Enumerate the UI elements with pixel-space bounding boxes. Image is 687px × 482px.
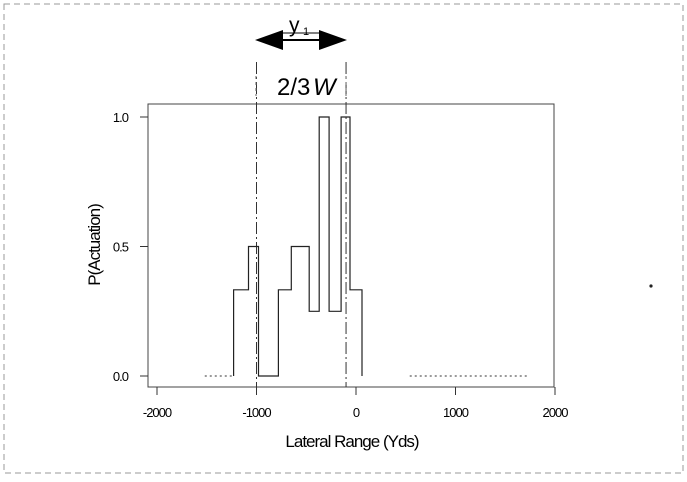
arrow-label-subscript: 1 <box>303 26 309 38</box>
y-tick-label: 0.0 <box>113 369 129 384</box>
x-tick-label: -1000 <box>242 405 271 420</box>
y-axis-label: P(Actuation) <box>85 204 104 286</box>
y1-double-arrow <box>255 30 347 50</box>
width-label-variable: W <box>313 74 338 101</box>
arrow-label: y <box>289 14 300 37</box>
plot-frame <box>147 103 555 388</box>
right-arrowhead <box>319 30 347 50</box>
image-border <box>3 3 684 474</box>
series-layer <box>204 116 528 377</box>
y-tick-label: 1.0 <box>113 110 129 125</box>
x-axis-label: Lateral Range (Yds) <box>285 432 418 451</box>
y-tick-label: 0.5 <box>113 240 129 255</box>
reference-lines <box>256 62 347 387</box>
series-line-1 <box>233 116 363 377</box>
x-tick-label: 2000 <box>543 405 569 420</box>
x-tick-label: 0 <box>353 405 360 420</box>
width-label-fraction: 2/3 <box>277 74 310 101</box>
scan-speck <box>649 284 653 288</box>
x-tick-label: -2000 <box>143 405 172 420</box>
left-arrowhead <box>255 30 283 50</box>
x-tick-label: 1000 <box>443 405 469 420</box>
axis-ticks: -2000 -1000 0 1000 2000 0.0 0.5 1.0 <box>113 110 569 420</box>
